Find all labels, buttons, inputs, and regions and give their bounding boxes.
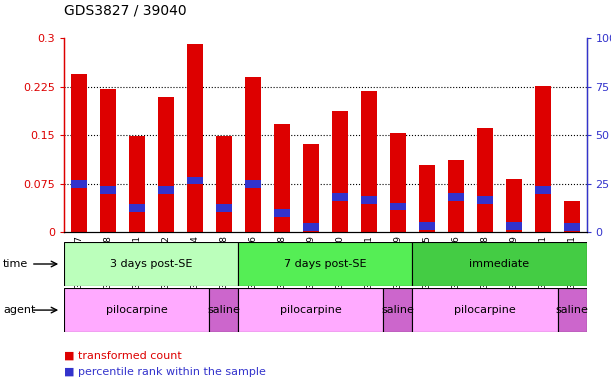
Bar [158,96,174,232]
Text: immediate: immediate [469,259,530,269]
Bar [129,204,145,212]
Text: 7 days post-SE: 7 days post-SE [284,259,367,269]
Bar [564,223,580,231]
Text: GDS3827 / 39040: GDS3827 / 39040 [64,3,187,17]
Text: time: time [3,259,28,269]
Bar [506,179,522,232]
Bar [412,242,587,286]
Bar [361,91,377,232]
Bar [64,242,238,286]
Bar [390,203,406,210]
Bar [361,196,377,204]
Bar [216,136,232,232]
Text: ■ percentile rank within the sample: ■ percentile rank within the sample [64,367,266,377]
Text: 3 days post-SE: 3 days post-SE [110,259,192,269]
Bar [448,193,464,201]
Bar [477,196,493,204]
Bar [64,288,209,332]
Bar [209,288,238,332]
Bar [535,86,551,232]
Bar [419,165,435,232]
Bar [100,186,115,194]
Text: ■ transformed count: ■ transformed count [64,350,182,360]
Bar [129,136,145,232]
Text: pilocarpine: pilocarpine [106,305,167,315]
Bar [419,222,435,230]
Bar [274,209,290,217]
Bar [412,288,557,332]
Text: saline: saline [381,305,414,315]
Bar [71,74,87,232]
Bar [274,124,290,232]
Bar [384,288,412,332]
Bar [506,222,522,230]
Bar [187,177,203,184]
Text: pilocarpine: pilocarpine [454,305,516,315]
Text: pilocarpine: pilocarpine [280,305,342,315]
Text: saline: saline [207,305,240,315]
Bar [557,288,587,332]
Bar [100,89,115,232]
Bar [477,127,493,232]
Bar [238,242,412,286]
Bar [71,180,87,188]
Bar [390,133,406,232]
Bar [564,201,580,232]
Bar [245,77,261,232]
Text: agent: agent [3,305,35,315]
Bar [216,204,232,212]
Text: saline: saline [555,305,588,315]
Bar [332,111,348,232]
Bar [535,186,551,194]
Bar [303,223,319,231]
Bar [238,288,384,332]
Bar [158,186,174,194]
Bar [303,144,319,232]
Bar [187,43,203,232]
Bar [245,180,261,188]
Bar [332,193,348,201]
Bar [448,160,464,232]
